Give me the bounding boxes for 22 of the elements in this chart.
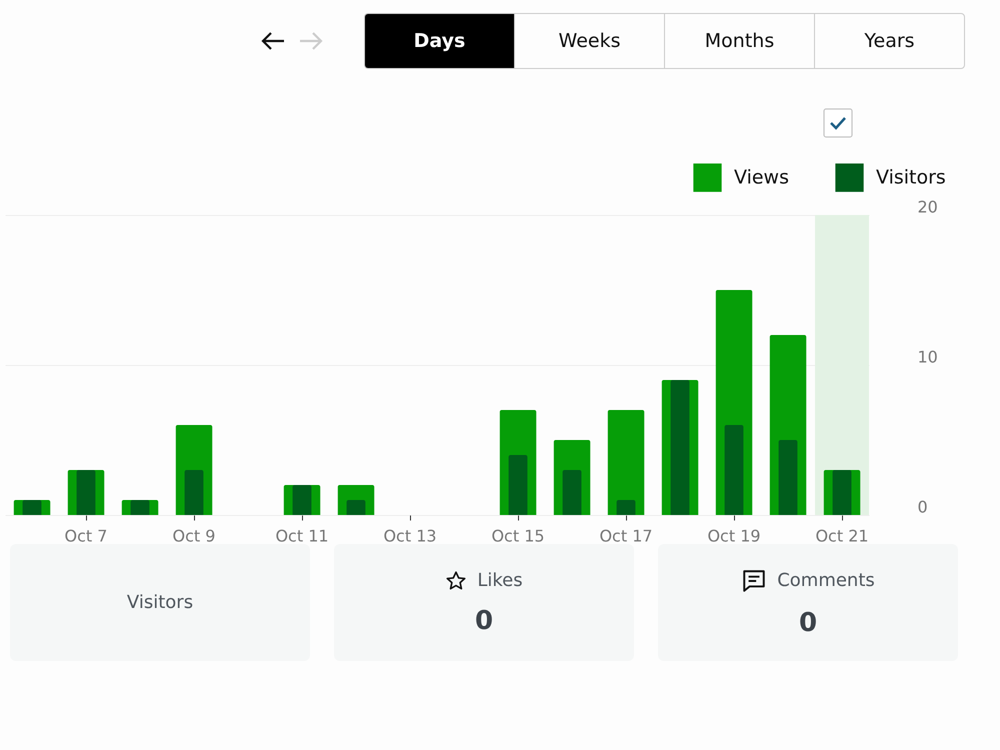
x-tick-label: Oct 11 [275, 526, 329, 546]
text: Likes [477, 570, 523, 591]
text: Years [814, 14, 964, 68]
x-tick-label: Oct 19 [707, 526, 761, 546]
x-tick-label: Oct 15 [491, 526, 545, 546]
x-tick-label: Oct 7 [64, 526, 108, 546]
legend-label: Views [734, 166, 789, 189]
x-tick-label: Oct 13 [383, 526, 437, 546]
text: Days [365, 14, 514, 68]
text: 0 [798, 608, 818, 638]
x-tick-label: Oct 9 [172, 526, 216, 546]
y-tick-label: 0 [918, 498, 928, 516]
y-tick-label: 20 [918, 198, 938, 216]
text: 0 [474, 606, 494, 636]
text: Visitors [126, 592, 194, 613]
legend-label: Visitors [876, 166, 946, 189]
text: Months [664, 14, 814, 68]
text: Comments [777, 570, 875, 591]
y-tick-label: 10 [918, 348, 938, 366]
text: Weeks [514, 14, 664, 68]
x-tick-label: Oct 17 [599, 526, 653, 546]
x-tick-label: Oct 21 [815, 526, 869, 546]
